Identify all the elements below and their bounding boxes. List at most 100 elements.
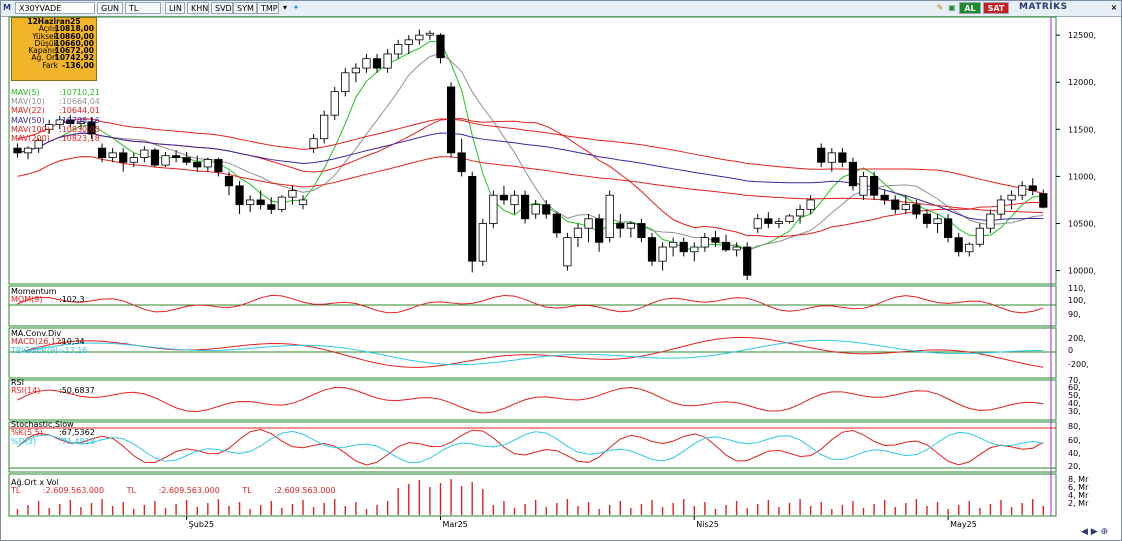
khn-button[interactable]: KHN: [187, 2, 209, 14]
candle-body: [34, 140, 43, 149]
volume-tick-label: 8, Mr: [1068, 475, 1089, 484]
panel-frame-vol: [8, 473, 1057, 517]
candle-body: [996, 199, 1006, 215]
candle-body: [446, 86, 456, 154]
candle-body: [774, 221, 784, 224]
candle-body: [637, 223, 646, 239]
ohlc-value: 10672,00: [54, 46, 94, 56]
panel-frame-rsi: [8, 379, 1057, 421]
ma-line-50: [17, 132, 1044, 222]
candle-body: [277, 196, 286, 210]
toolbar: M X30YVADE GUN TL LIN KHN SVD SYM TMP ▾ …: [1, 1, 1121, 17]
stochastic-tick-label: 80,: [1068, 422, 1081, 431]
svd-button[interactable]: SVD: [211, 2, 233, 14]
candle-body: [425, 32, 435, 36]
rsi-tick-label: 60,: [1068, 383, 1081, 392]
dropdown-icon[interactable]: ▾: [282, 3, 287, 12]
brand-label: MATRİKS: [1019, 2, 1068, 12]
candle-body: [203, 159, 212, 168]
candle-body: [795, 208, 805, 217]
candle-body: [351, 67, 360, 74]
twitter-icon[interactable]: ✦: [292, 3, 300, 12]
candle-body: [224, 175, 234, 187]
rsi-tick-label: 30,: [1068, 407, 1081, 416]
candle-body: [573, 227, 583, 239]
candle-body: [806, 199, 815, 210]
panel-frame-mom: [8, 285, 1057, 327]
zoom-icon[interactable]: ⊕: [1100, 527, 1109, 537]
vol-leg-4: TL: [242, 486, 252, 495]
rsi-tick-label: 50,: [1068, 391, 1081, 400]
candle-body: [700, 237, 709, 248]
close-icon[interactable]: ×: [1110, 3, 1118, 12]
sym-button[interactable]: SYM: [233, 2, 257, 14]
stochastic-tick-label: 60,: [1068, 436, 1081, 445]
buy-button[interactable]: AL: [959, 2, 981, 14]
candle-body: [193, 161, 202, 168]
candle-body: [1028, 185, 1037, 191]
rsi-value: :50,6837: [59, 386, 95, 395]
candle-body: [182, 157, 191, 163]
candle-body: [45, 124, 54, 130]
save-icon[interactable]: ▣: [948, 3, 956, 12]
candle-body: [1007, 194, 1016, 201]
candle-body: [901, 204, 910, 210]
candle-body: [150, 149, 160, 166]
candle-body: [690, 246, 699, 253]
candle-body: [933, 218, 942, 224]
candle-body: [256, 199, 265, 206]
panel-frame-sto: [8, 421, 1057, 473]
stoch-d-name: %D(3): [11, 437, 37, 446]
stochastic-tick-label: 20,: [1068, 462, 1081, 471]
ma-line-5: [17, 40, 1044, 251]
candle-body: [171, 155, 181, 158]
candle-body: [330, 91, 339, 116]
momentum-line: [17, 294, 1044, 314]
y-tick-label: 11500,: [1068, 125, 1096, 134]
chart-area[interactable]: 10000, 10500, 11000, 11500, 12000, 12500, Şub2…: [1, 16, 1121, 540]
ma-line-22: [17, 118, 1044, 238]
volume-title: Ağ.Ort x Vol: [11, 478, 59, 487]
ohlc-label: Fark: [42, 60, 58, 70]
moving-average-legend: MAV(5):10710,21 MAV(10):10664,04 MAV(22):1…: [11, 88, 100, 143]
matriks-logo-icon: M: [3, 3, 11, 12]
navigation-buttons[interactable]: ◀ ▶ ⊕: [1081, 527, 1108, 537]
scroll-right-icon[interactable]: ▶: [1090, 527, 1098, 537]
rsi-legend: RSI(14):50,6837: [11, 386, 95, 395]
ohlc-row: Ağ. Ort 10742,92: [12, 53, 96, 63]
x-tick-label: May25: [950, 520, 977, 529]
volume-tick-label: 2, Mr: [1068, 499, 1089, 508]
candle-body: [817, 147, 826, 163]
candle-body: [669, 241, 678, 248]
candle-body: [372, 58, 382, 69]
candle-body: [436, 34, 445, 59]
candle-body: [954, 237, 963, 253]
stoch-k-value: :67,5362: [59, 428, 95, 437]
currency-button[interactable]: TL: [125, 2, 161, 14]
candle-body: [288, 190, 297, 198]
vol-leg-3: :2.609.563.000: [158, 486, 220, 495]
y-tick-label: 10500,: [1068, 219, 1096, 228]
edit-icon[interactable]: ✎: [936, 3, 944, 12]
candle-body: [309, 138, 318, 149]
candle-body: [542, 204, 551, 215]
scale-button[interactable]: LIN: [165, 2, 185, 14]
ohlc-info-box: 12Haziran25 Açılış 10818,00 Yüksek 10860,00…: [11, 17, 97, 81]
scroll-left-icon[interactable]: ◀: [1081, 527, 1088, 537]
sell-button[interactable]: SAT: [983, 2, 1009, 14]
tmp-button[interactable]: TMP: [257, 2, 279, 14]
ohlc-label: Ağ. Ort: [31, 53, 58, 63]
mom-name: MOM(9): [11, 295, 43, 304]
timeframe-button[interactable]: GUN: [97, 2, 123, 14]
candle-body: [658, 246, 667, 262]
candle-body: [912, 204, 921, 215]
candle-body: [415, 34, 424, 41]
candle-body: [499, 194, 509, 201]
candle-body: [235, 185, 244, 206]
candle-body: [986, 213, 995, 229]
candle-body: [108, 152, 117, 158]
symbol-input[interactable]: X30YVADE: [15, 2, 95, 14]
x-tick-label: Mar25: [442, 520, 467, 529]
candle-body: [66, 119, 75, 125]
stoch-d-value: :71,4918: [59, 437, 95, 446]
